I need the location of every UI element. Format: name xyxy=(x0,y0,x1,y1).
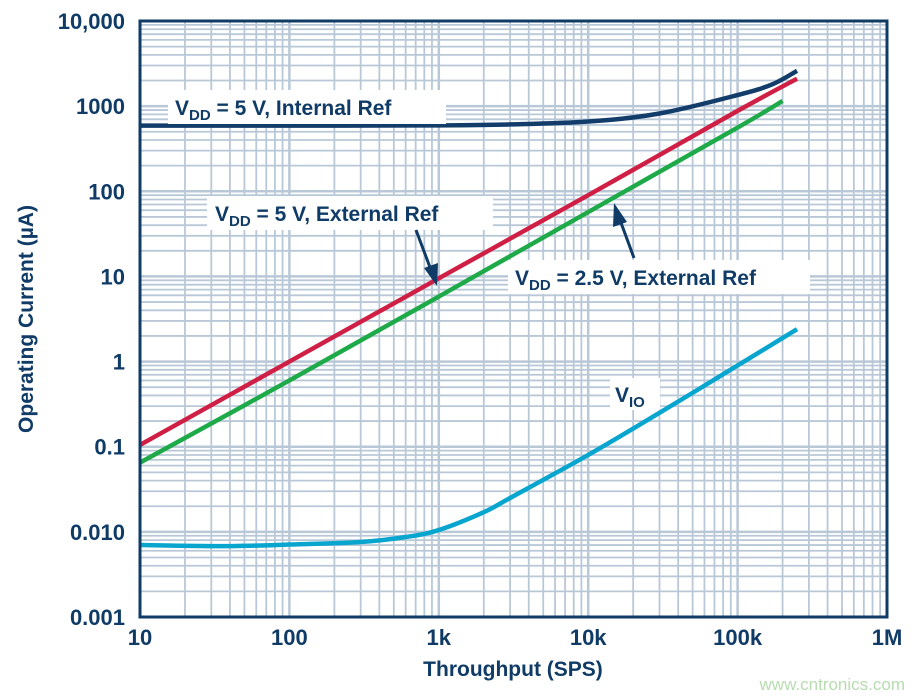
annotation-bg xyxy=(207,196,493,230)
x-tick-label: 1k xyxy=(427,625,452,650)
annotation-text: = 5 V, External Ref xyxy=(251,203,440,226)
y-tick-label: 10,000 xyxy=(58,9,125,34)
y-axis-label: Operating Current (µA) xyxy=(15,205,38,433)
x-tick-labels: 10 100 1k 10k 100k 1M xyxy=(128,625,903,650)
series-line-1 xyxy=(138,76,799,447)
annotation-text: V xyxy=(515,267,529,290)
annotation-text: = 2.5 V, External Ref xyxy=(551,267,757,290)
x-tick-label: 10 xyxy=(128,625,152,650)
annotation-bg xyxy=(508,260,810,294)
series-line-0 xyxy=(139,68,799,128)
annotation-2v5-external-ref: VDD = 2.5 V, External Ref xyxy=(515,267,757,294)
arrow-to-5v-external xyxy=(414,229,438,286)
y-tick-label: 0.1 xyxy=(94,435,125,460)
x-axis-label: Throughput (SPS) xyxy=(423,658,603,681)
x-tick-label: 10k xyxy=(570,625,607,650)
annotation-text: V xyxy=(615,384,629,407)
x-tick-label: 100k xyxy=(713,625,763,650)
arrow-to-2v5-external xyxy=(613,203,636,259)
annotation-5v-external-ref: VDD = 5 V, External Ref xyxy=(215,203,439,230)
y-tick-label: 100 xyxy=(88,179,125,204)
y-tick-label: 1 xyxy=(113,350,125,375)
annotation-vio: VIO xyxy=(615,384,645,411)
plot-frame xyxy=(138,19,889,619)
series-lines xyxy=(138,68,799,549)
series-line-2 xyxy=(138,99,784,465)
y-tick-label: 0.010 xyxy=(70,520,125,545)
annotation-subscript: DD xyxy=(529,277,551,294)
annotation-text: V xyxy=(175,97,189,120)
x-tick-label: 1M xyxy=(872,625,903,650)
x-tick-label: 100 xyxy=(271,625,308,650)
annotation-text: = 5 V, Internal Ref xyxy=(211,97,393,120)
annotation-bg xyxy=(610,378,660,410)
y-tick-label: 0.001 xyxy=(70,605,125,630)
annotation-internal-ref: VDD = 5 V, Internal Ref xyxy=(175,97,392,124)
y-tick-labels: 0.001 0.010 0.1 1 10 100 1000 10,000 xyxy=(58,9,125,630)
annotation-subscript: DD xyxy=(229,213,251,230)
y-tick-label: 1000 xyxy=(76,94,125,119)
annotation-text: V xyxy=(215,203,229,226)
annotation-subscript: IO xyxy=(629,394,645,411)
series-line-3 xyxy=(139,327,799,549)
y-tick-label: 10 xyxy=(101,264,125,289)
watermark: www.cntronics.com xyxy=(759,675,905,694)
annotation-subscript: DD xyxy=(189,107,211,124)
annotation-bg xyxy=(168,90,446,124)
